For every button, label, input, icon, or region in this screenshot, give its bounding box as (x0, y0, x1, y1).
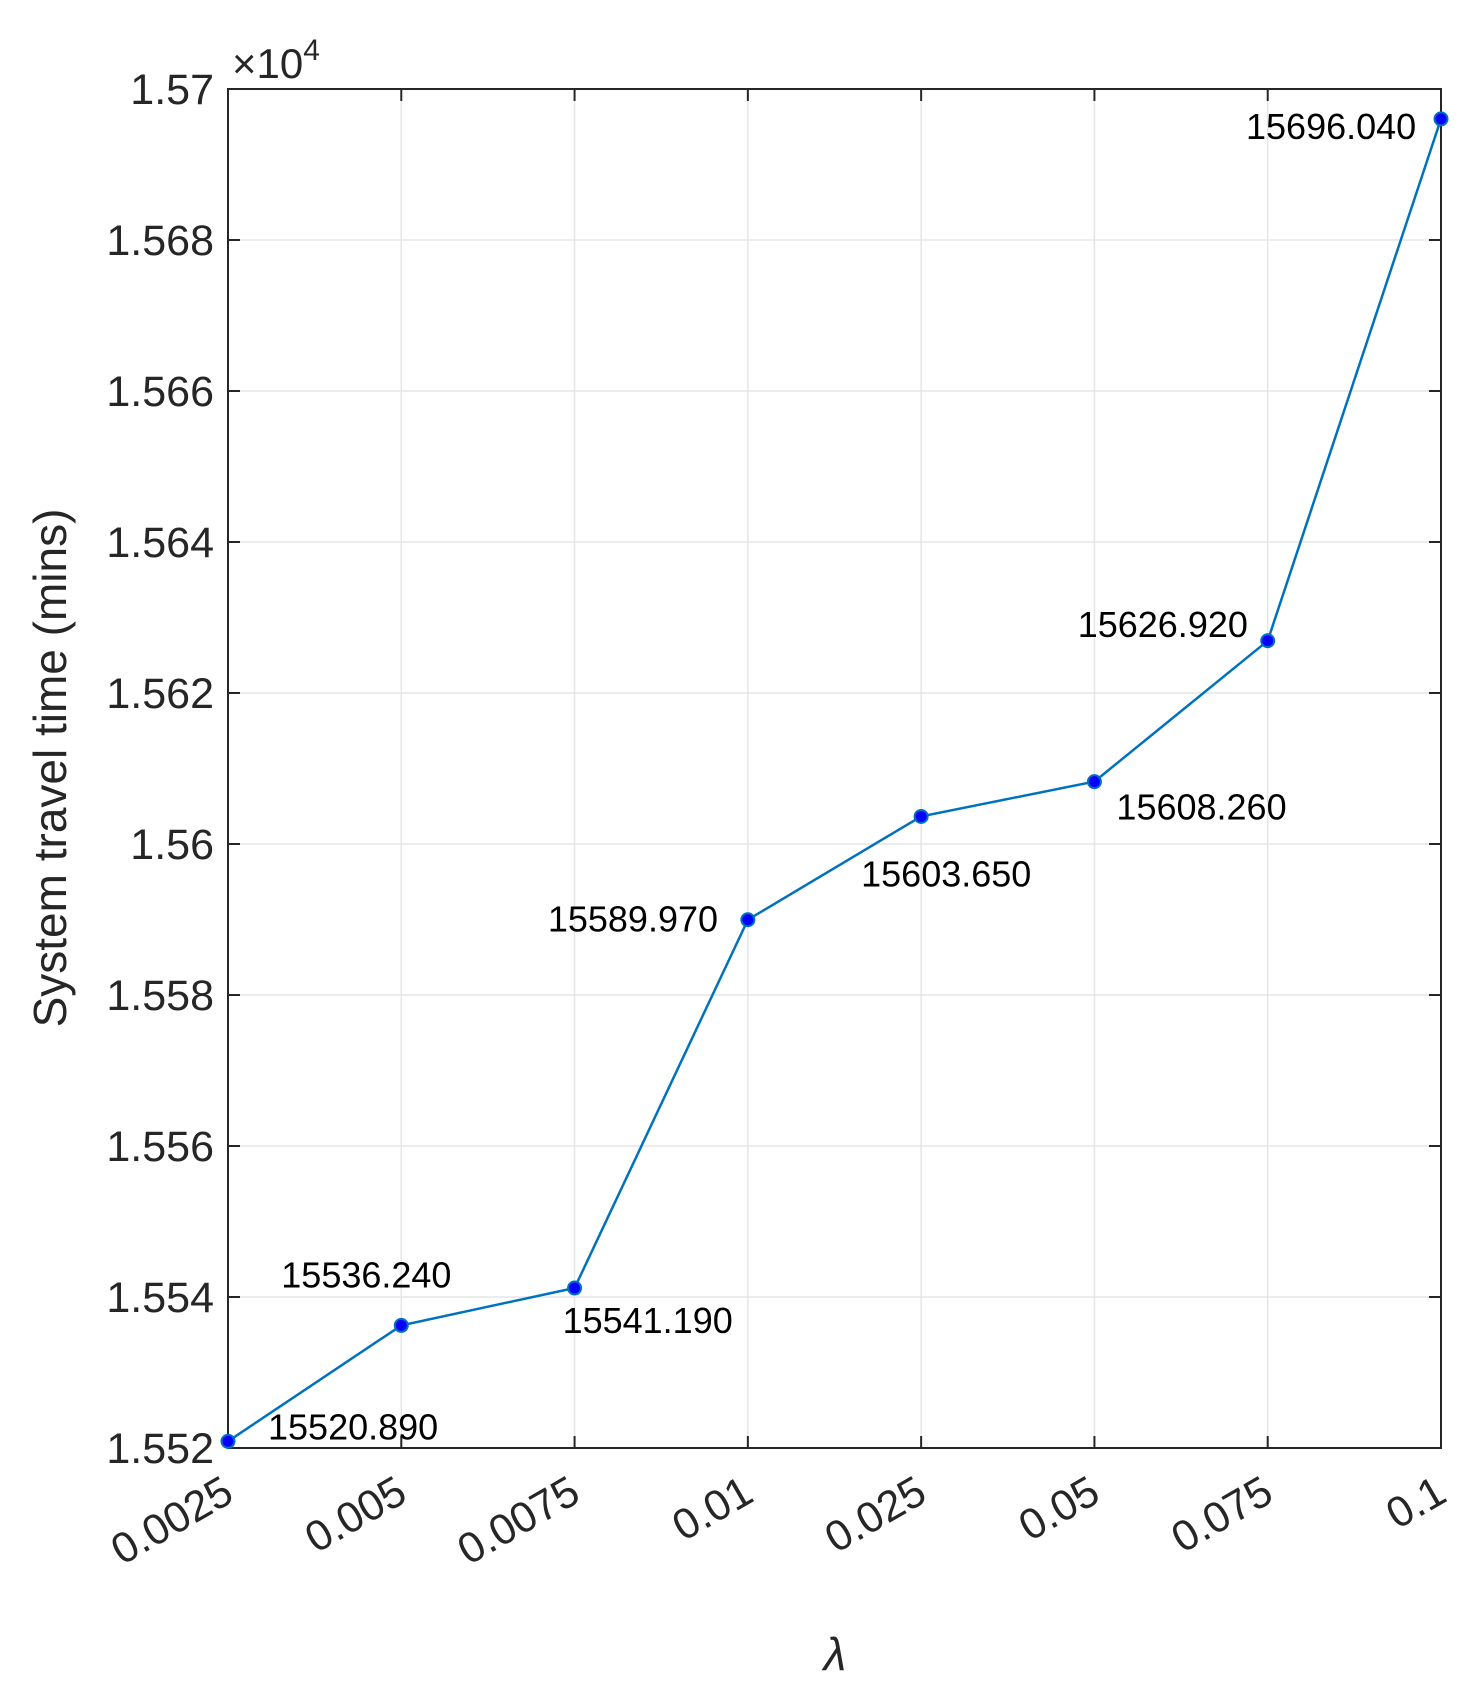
data-point (740, 912, 756, 928)
y-axis-exponent-power: 4 (303, 34, 320, 67)
data-label: 15626.920 (1078, 604, 1248, 645)
y-tick-label: 1.568 (106, 217, 214, 265)
x-axis-label: λ (821, 1628, 847, 1680)
data-point (1086, 774, 1102, 790)
y-axis-label: System travel time (mins) (24, 509, 76, 1028)
series-polyline (227, 118, 1443, 1443)
y-tick-label: 1.56 (130, 821, 214, 869)
y-tick-label: 1.566 (106, 368, 214, 416)
data-point (393, 1317, 409, 1333)
data-label: 15589.970 (548, 899, 718, 940)
y-tick-label: 1.562 (106, 670, 214, 718)
series-line (220, 111, 1449, 1449)
x-tick-label: 0.025 (817, 1467, 934, 1562)
y-tick-label: 1.564 (106, 519, 214, 567)
data-label: 15603.650 (861, 853, 1031, 894)
data-label: 15536.240 (281, 1254, 451, 1295)
data-point (1433, 111, 1449, 127)
data-point (1260, 633, 1276, 649)
x-tick-label: 0.005 (297, 1467, 414, 1562)
x-tick-labels: 0.0025 0.005 0.0075 0.01 0.025 0.05 0.075 0.1 (103, 1467, 1454, 1574)
plot-frame (227, 88, 1442, 1449)
y-tick-label: 1.57 (130, 66, 214, 114)
y-axis-exponent-base: ×10 (232, 40, 303, 87)
x-tick-label: 0.0075 (450, 1467, 588, 1574)
data-label: 15608.260 (1116, 787, 1286, 828)
data-point (567, 1280, 583, 1296)
plot-background (228, 89, 1441, 1448)
x-tick-label: 0.05 (1011, 1467, 1107, 1550)
data-point (220, 1433, 236, 1449)
y-tick-label: 1.552 (106, 1425, 214, 1473)
x-tick-label: 0.0025 (103, 1467, 241, 1574)
x-tick-label: 0.1 (1378, 1467, 1454, 1538)
data-label: 15520.890 (268, 1406, 438, 1447)
y-axis-exponent: ×104 (232, 34, 320, 87)
data-labels: 15520.890 15536.240 15541.190 15589.970 1560… (268, 106, 1416, 1447)
y-tick-label: 1.558 (106, 972, 214, 1020)
data-label: 15696.040 (1246, 106, 1416, 147)
x-tick-label: 0.01 (664, 1467, 760, 1550)
y-tick-label: 1.554 (106, 1274, 214, 1322)
x-tick-label: 0.075 (1164, 1467, 1281, 1562)
data-label: 15541.190 (563, 1300, 733, 1341)
data-point (913, 808, 929, 824)
y-tick-label: 1.556 (106, 1123, 214, 1171)
y-tick-labels: 1.552 1.554 1.556 1.558 1.56 1.562 1.564 1.566 1… (106, 66, 214, 1473)
